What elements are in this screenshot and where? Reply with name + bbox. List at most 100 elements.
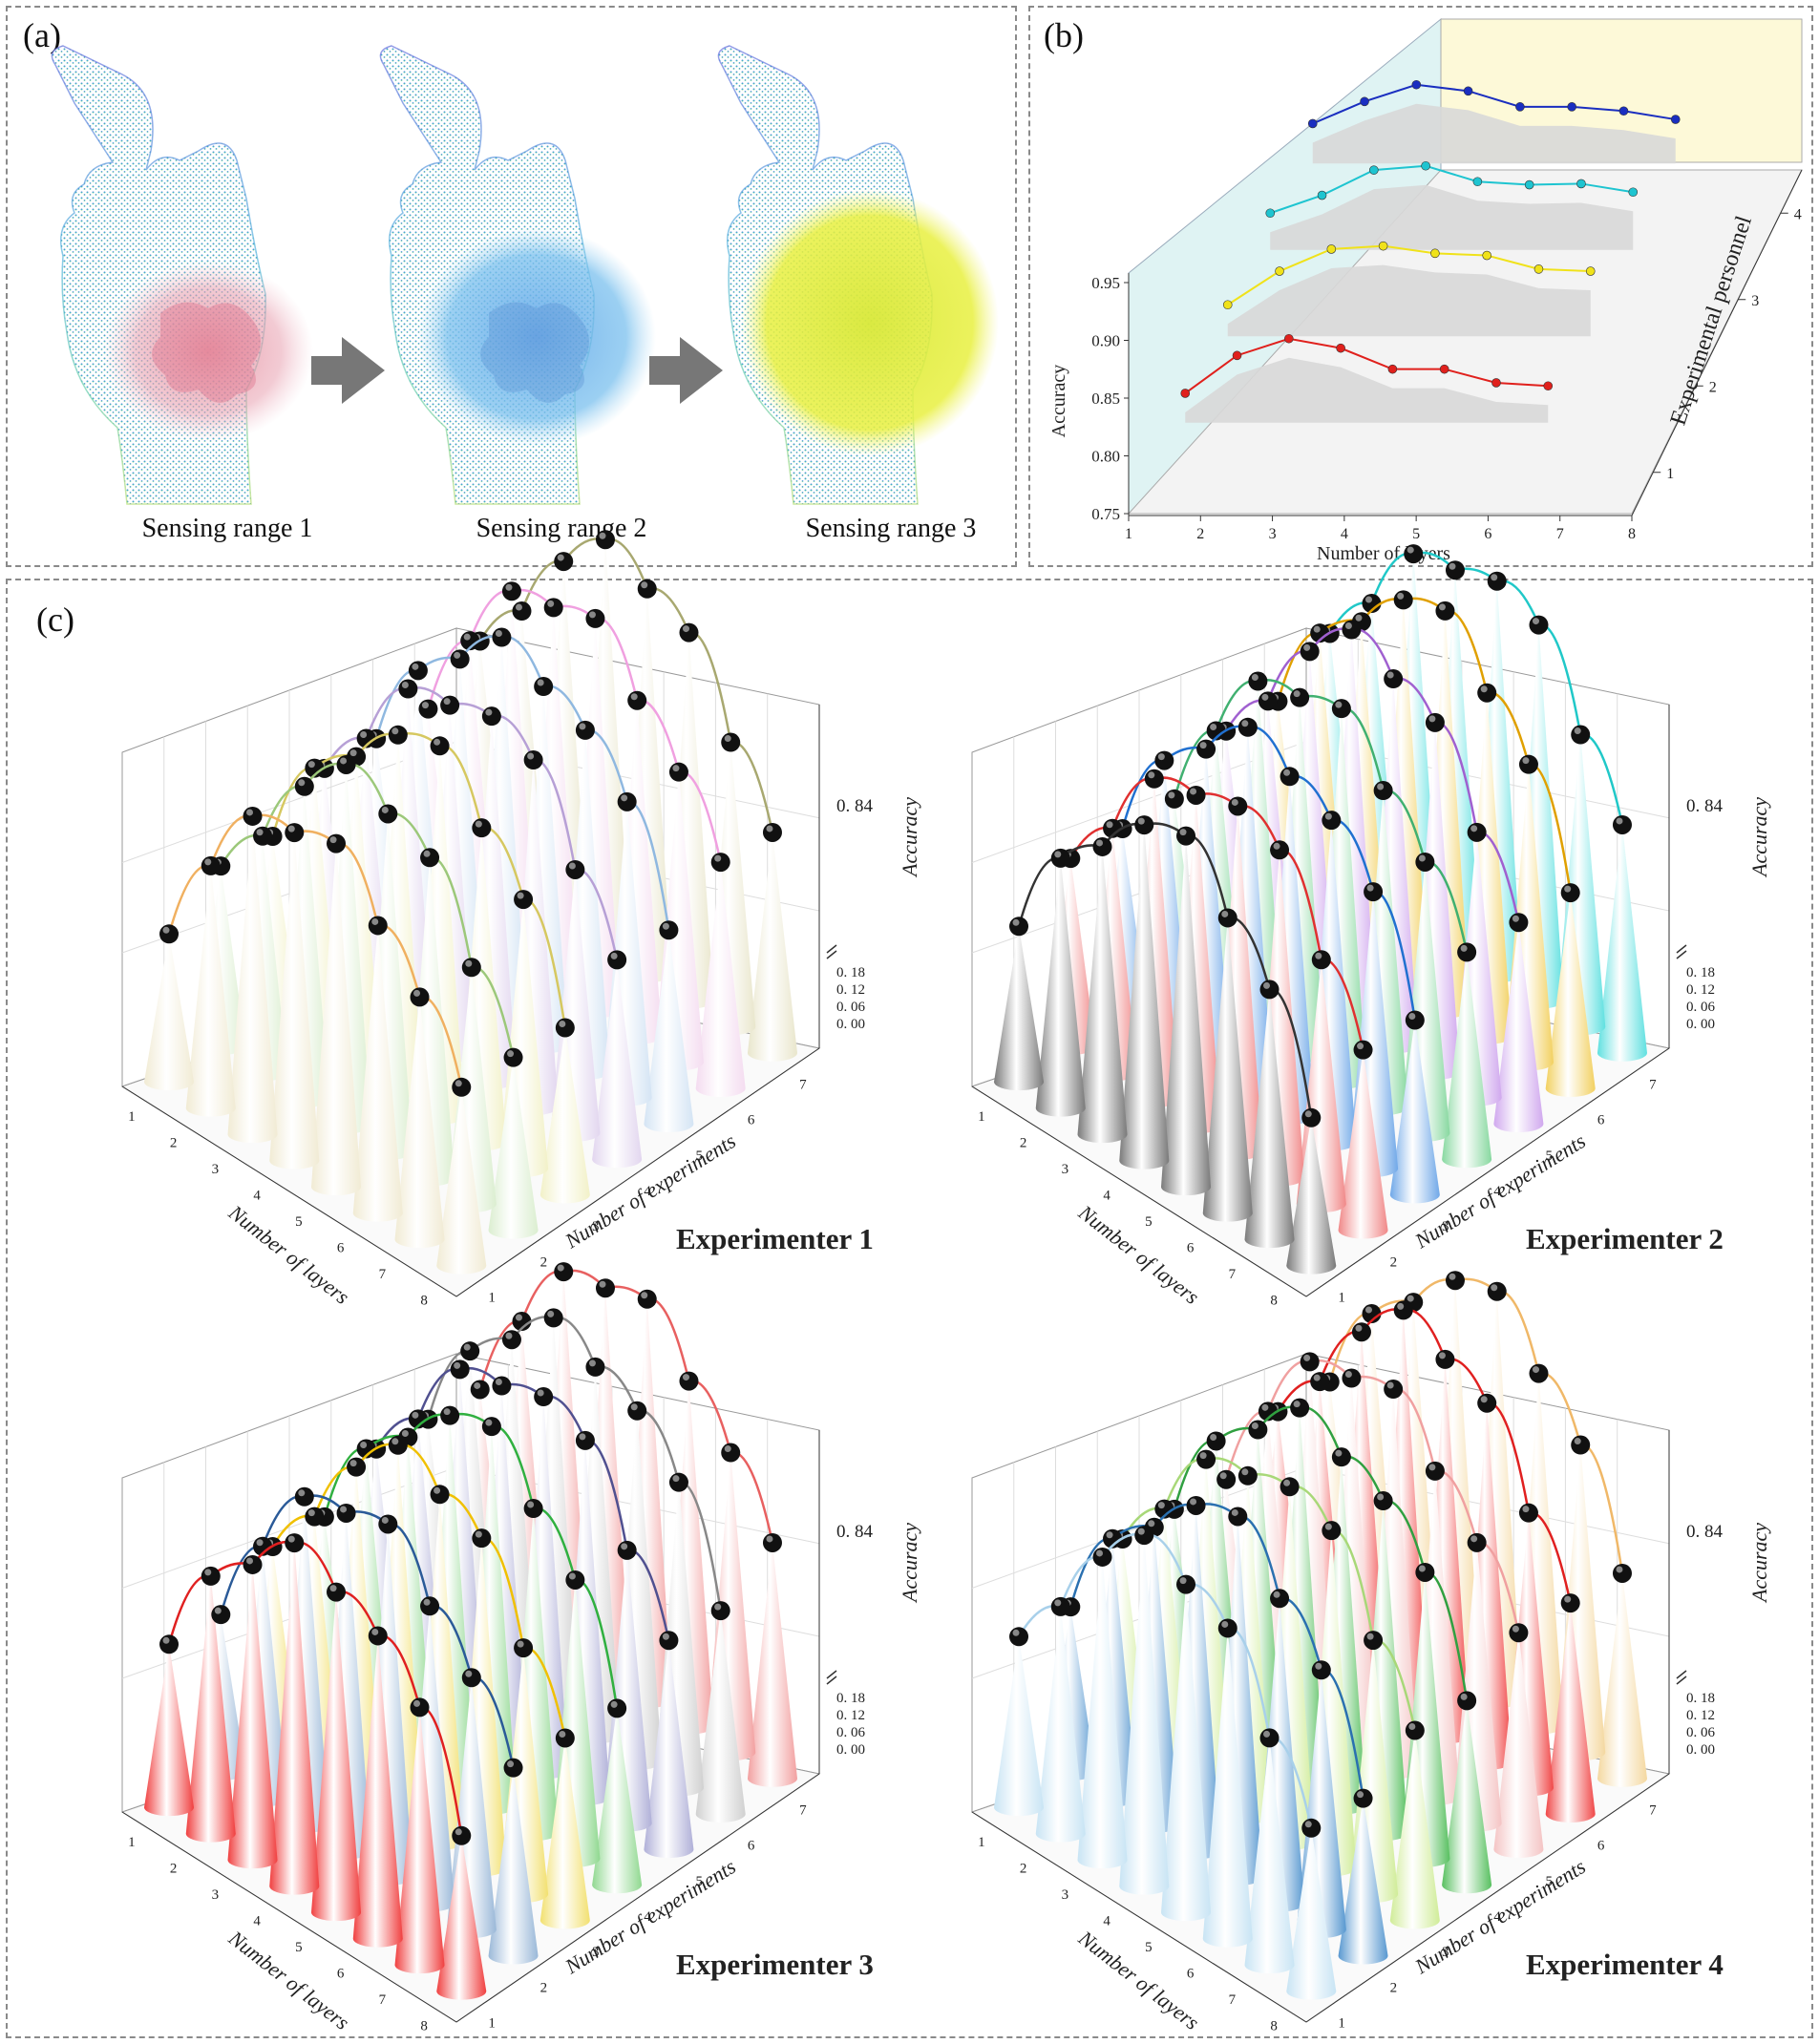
- data-point: [554, 1262, 574, 1282]
- data-point-highlight: [1190, 788, 1197, 795]
- data-point: [1518, 1503, 1538, 1523]
- data-point-highlight: [1460, 944, 1468, 952]
- data-point-highlight: [1408, 1013, 1416, 1021]
- data-point-highlight: [1460, 1693, 1468, 1700]
- data-point: [1092, 1547, 1112, 1567]
- data-point: [1331, 699, 1351, 719]
- experiment-tick-label: 4: [1493, 1909, 1501, 1925]
- data-point-highlight: [662, 1633, 669, 1640]
- data-point-highlight: [1616, 1566, 1623, 1573]
- layer-tick-label: 6: [337, 1966, 345, 1981]
- x-tick-label: 6: [1484, 526, 1491, 542]
- data-point-highlight: [588, 1359, 596, 1367]
- data-point-highlight: [1293, 690, 1301, 698]
- data-point: [1311, 1660, 1331, 1680]
- data-point-highlight: [1428, 715, 1436, 723]
- cone: [1338, 1049, 1388, 1239]
- cone: [227, 815, 278, 1144]
- data-point: [617, 791, 637, 811]
- data-point-highlight: [1106, 821, 1113, 829]
- data-point-highlight: [1428, 1464, 1436, 1471]
- data-point: [378, 1514, 398, 1534]
- data-point: [1435, 601, 1455, 621]
- data-point: [418, 699, 438, 719]
- data-point-highlight: [1190, 1498, 1197, 1506]
- cone: [539, 1738, 590, 1929]
- data-point: [336, 1503, 356, 1523]
- arrow-1: [311, 337, 385, 404]
- z-tick-low: 0. 00: [836, 1742, 865, 1758]
- data-point-highlight: [1512, 1625, 1519, 1633]
- data-point-highlight: [1355, 614, 1363, 622]
- layer-tick-label: 3: [212, 1162, 220, 1177]
- data-point: [503, 1047, 523, 1067]
- experiment-tick-label: 2: [1390, 1254, 1398, 1270]
- data-point: [470, 1380, 490, 1400]
- data-point-highlight: [1157, 753, 1165, 761]
- data-point: [1457, 942, 1477, 962]
- data-point-highlight: [1407, 1295, 1414, 1302]
- layer-tick-label: 4: [1103, 1188, 1110, 1203]
- y-tick-label: 0.85: [1091, 390, 1120, 408]
- z-tick-low: 0. 06: [836, 1725, 866, 1740]
- data-point-highlight: [505, 583, 513, 591]
- cone: [1119, 825, 1170, 1170]
- series-point-2: [1326, 244, 1337, 254]
- layer-tick-label: 8: [1270, 2018, 1278, 2033]
- data-point: [452, 1077, 472, 1097]
- data-point-highlight: [1397, 592, 1405, 600]
- data-point-highlight: [349, 749, 357, 757]
- experiment-tick-label: 6: [1597, 1113, 1605, 1128]
- experiment-tick-label: 7: [799, 1078, 807, 1093]
- data-point-highlight: [214, 1607, 222, 1614]
- cone: [592, 959, 643, 1169]
- series-point-3: [1628, 187, 1639, 198]
- data-point: [1228, 796, 1248, 816]
- data-point: [410, 987, 430, 1007]
- data-point: [388, 725, 408, 745]
- data-point: [1571, 1435, 1591, 1455]
- data-point: [1415, 1562, 1435, 1582]
- cone: [1119, 1535, 1170, 1895]
- data-point: [201, 1566, 221, 1586]
- series-shadow-2: [1227, 264, 1591, 337]
- data-point: [1300, 1352, 1320, 1372]
- data-point: [512, 601, 532, 622]
- data-point: [637, 579, 657, 599]
- z-tick-low: 0. 18: [1686, 1691, 1715, 1706]
- z-tick-low: 0. 18: [1686, 965, 1715, 980]
- data-point-highlight: [672, 765, 680, 772]
- x-tick-label: 7: [1556, 526, 1564, 542]
- series-point-2: [1378, 241, 1388, 251]
- data-point-highlight: [1210, 1433, 1217, 1441]
- data-point-highlight: [682, 1374, 689, 1381]
- data-point-highlight: [610, 952, 618, 959]
- data-point-highlight: [517, 1640, 524, 1648]
- data-point-highlight: [1199, 742, 1207, 749]
- cone: [1202, 1628, 1253, 1948]
- data-point-highlight: [391, 1438, 399, 1445]
- layer-tick-label: 3: [212, 1887, 220, 1903]
- series-point-4: [1411, 79, 1422, 90]
- data-point: [1092, 836, 1112, 856]
- cone: [436, 1086, 487, 1275]
- x-tick-label: 3: [1269, 526, 1277, 542]
- data-point-highlight: [1273, 1591, 1280, 1598]
- layer-tick-label: 2: [1020, 1135, 1027, 1150]
- data-point-highlight: [559, 1731, 566, 1738]
- data-point-highlight: [1179, 1577, 1187, 1585]
- data-point-highlight: [1418, 1565, 1426, 1572]
- z-tick-low: 0. 18: [836, 965, 865, 980]
- data-point: [1351, 1322, 1371, 1342]
- data-point-highlight: [1096, 1549, 1104, 1557]
- layers-axis: [121, 1811, 457, 2023]
- data-point-highlight: [1263, 1730, 1271, 1738]
- data-point: [452, 1825, 472, 1845]
- cone: [1597, 824, 1647, 1062]
- data-point-highlight: [568, 862, 576, 870]
- data-point-highlight: [588, 611, 596, 619]
- data-point: [243, 1554, 263, 1574]
- x-tick-label: 8: [1628, 526, 1636, 542]
